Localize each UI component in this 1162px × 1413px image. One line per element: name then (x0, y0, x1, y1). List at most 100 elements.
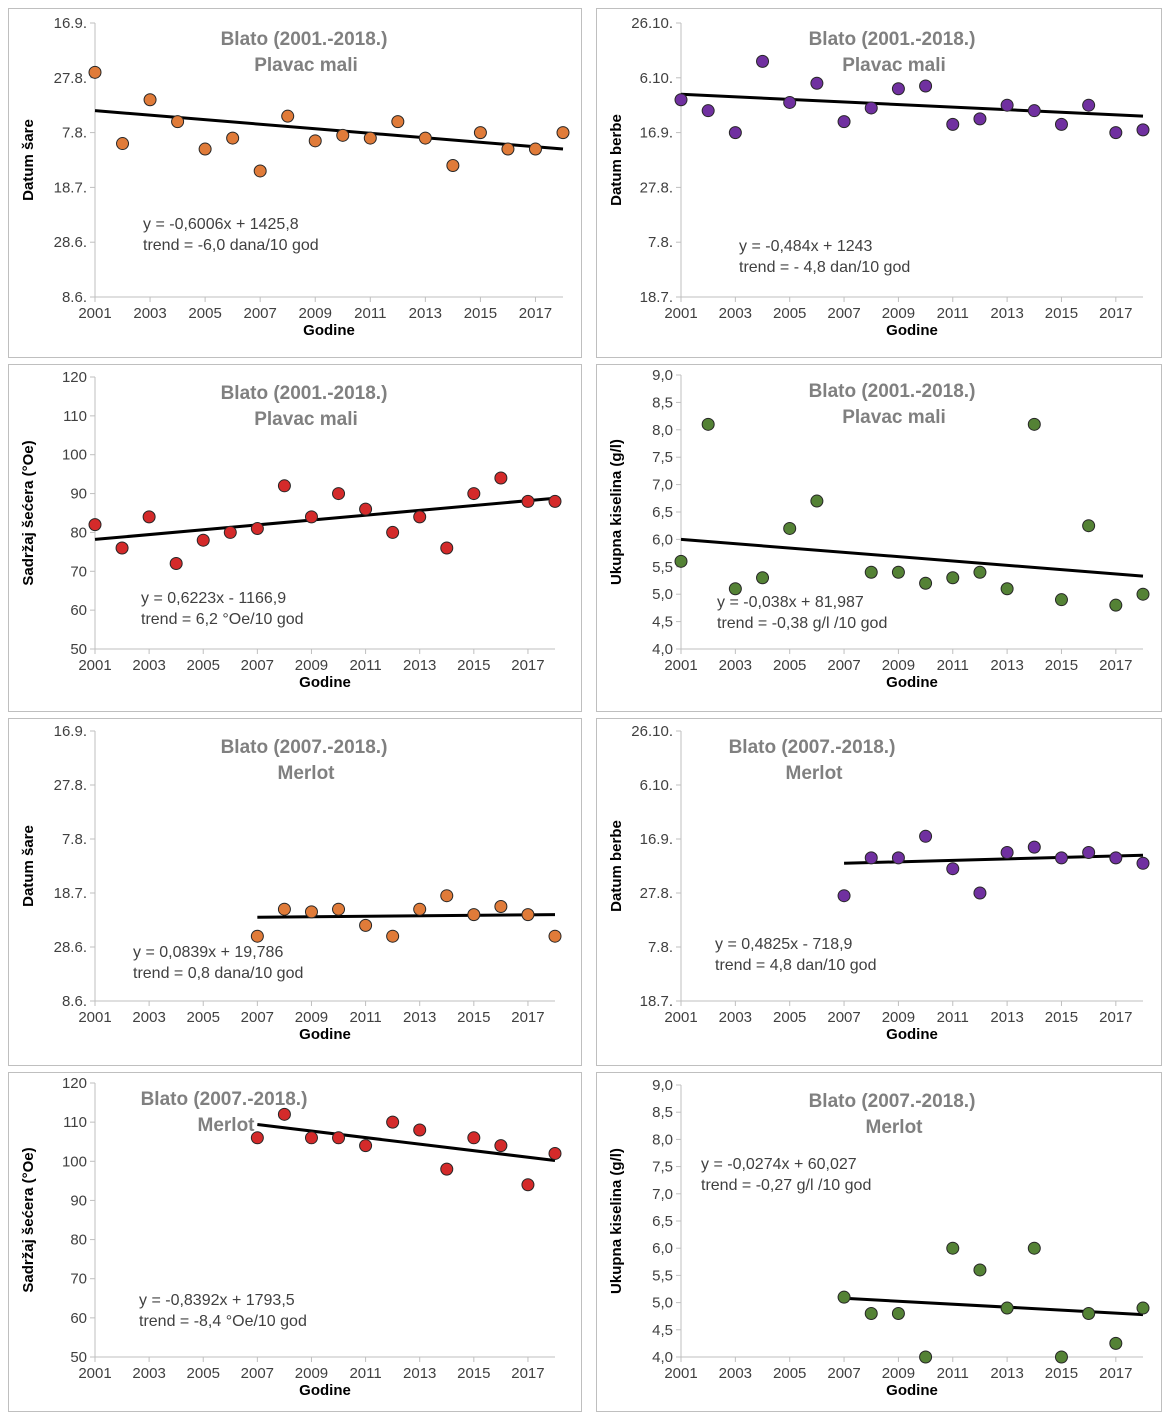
chart-panel-c5: 16.9. 27.8. 7.8. 18.7. 28.6. 8.6. 2001 2003 2005… (8, 718, 582, 1066)
chart-panel-c3: 120 110 100 90 80 70 60 50 2001 2003 2005 2007 2009 2… (8, 364, 582, 712)
data-point (1082, 519, 1096, 533)
x-tick-label: 2001 (664, 1009, 697, 1026)
data-point (494, 900, 508, 913)
x-tick-label: 2005 (187, 657, 220, 674)
y-tick-label: 7.8. (62, 831, 87, 848)
data-point (973, 112, 987, 126)
x-tick-label: 2009 (295, 1009, 328, 1026)
x-tick-label: 2001 (664, 657, 697, 674)
data-point (701, 104, 715, 118)
data-point (556, 126, 570, 140)
chart-subtitle: Plavac mali (254, 55, 358, 76)
y-tick-label: 5,0 (652, 1295, 673, 1312)
y-tick-label: 6.10. (640, 777, 673, 794)
data-point (226, 131, 240, 145)
x-tick-label: 2001 (664, 1365, 697, 1382)
data-point (810, 76, 824, 90)
data-point (728, 582, 742, 596)
data-point (891, 565, 905, 579)
x-axis-title: Godine (886, 1382, 938, 1399)
y-tick-label: 8,0 (652, 422, 673, 439)
x-tick-label: 2001 (664, 305, 697, 322)
trend-equation: y = -0,6006x + 1425,8 (143, 216, 299, 233)
data-point (756, 54, 770, 68)
y-tick-label: 8,5 (652, 394, 673, 411)
y-tick-label: 5,0 (652, 586, 673, 603)
data-point (919, 576, 933, 590)
data-point (1082, 98, 1096, 112)
data-point (304, 905, 318, 919)
data-point (1027, 417, 1041, 431)
y-tick-label: 4,0 (652, 641, 673, 658)
trend-line (680, 92, 1144, 118)
y-tick-label: 26.10. (631, 723, 673, 740)
y-tick-label: 6,0 (652, 1240, 673, 1257)
y-tick-label: 6.10. (640, 70, 673, 87)
x-tick-label: 2009 (882, 305, 915, 322)
data-point (1054, 593, 1068, 607)
x-tick-label: 2015 (457, 1365, 490, 1382)
data-point (1109, 1336, 1123, 1350)
x-tick-label: 2009 (295, 1365, 328, 1382)
x-tick-label: 2013 (990, 1365, 1023, 1382)
data-point (250, 1131, 264, 1145)
chart-svg-c2: 26.10. 6.10. 16.9. 27.8. 7.8. 18.7.2001 2003 20… (608, 15, 1150, 339)
data-point (1054, 117, 1068, 131)
chart-panel-c6: 26.10. 6.10. 16.9. 27.8. 7.8. 18.7. 2001 2003 20… (596, 718, 1162, 1066)
data-point (446, 158, 460, 172)
data-point (946, 571, 960, 585)
x-axis-title: Godine (299, 1026, 351, 1043)
x-tick-label: 2005 (187, 1009, 220, 1026)
data-point (701, 417, 715, 431)
data-point (973, 565, 987, 579)
x-tick-label: 2011 (937, 657, 969, 674)
x-tick-label: 2015 (1045, 1009, 1078, 1026)
y-tick-label: 26.10. (631, 15, 673, 32)
data-point (386, 525, 400, 539)
data-point (332, 487, 346, 501)
y-tick-label: 7.8. (62, 125, 87, 142)
y-tick-label: 27.8. (640, 179, 673, 196)
y-tick-label: 110 (63, 408, 87, 425)
chart-subtitle: Merlot (786, 763, 844, 784)
data-point (359, 1139, 373, 1153)
x-tick-label: 2003 (719, 1009, 752, 1026)
trend-equation: y = -0,038x + 81,987 (717, 594, 864, 611)
chart-subtitle: Plavac mali (842, 55, 946, 76)
chart-title: Blato (2007.-2018.) (809, 1091, 976, 1112)
data-point (501, 142, 515, 156)
data-point (946, 1241, 960, 1255)
chart-subtitle: Plavac mali (842, 407, 946, 428)
x-tick-label: 2015 (1045, 1365, 1078, 1382)
y-tick-label: 60 (70, 1310, 87, 1327)
x-tick-label: 2007 (241, 657, 274, 674)
data-point (198, 142, 212, 156)
y-tick-label: 6,0 (652, 531, 673, 548)
y-axis-title: Datum šare (20, 119, 37, 201)
x-tick-label: 2009 (295, 657, 328, 674)
trend-line (94, 496, 556, 541)
x-tick-label: 2007 (241, 1365, 274, 1382)
y-tick-label: 120 (62, 1075, 87, 1092)
data-point (891, 82, 905, 96)
y-tick-label: 6,5 (652, 504, 673, 521)
trend-equation: y = 0,6223x - 1166,9 (141, 590, 286, 607)
x-tick-label: 2005 (773, 1009, 806, 1026)
data-point (115, 541, 129, 555)
x-tick-label: 2001 (78, 657, 111, 674)
y-tick-label: 70 (70, 1271, 87, 1288)
data-point (281, 109, 295, 123)
chart-svg-c5: 16.9. 27.8. 7.8. 18.7. 28.6. 8.6.2001 2003 2005… (20, 723, 562, 1043)
x-tick-label: 2017 (1099, 305, 1132, 322)
data-point (1136, 856, 1150, 870)
data-point (473, 126, 487, 140)
data-point (336, 128, 350, 142)
x-tick-label: 2005 (773, 657, 806, 674)
chart-subtitle: Merlot (866, 1117, 924, 1138)
x-tick-label: 2013 (990, 657, 1023, 674)
data-point (891, 1306, 905, 1320)
data-point (391, 115, 405, 129)
x-tick-label: 2011 (349, 657, 381, 674)
x-tick-label: 2007 (827, 1365, 860, 1382)
